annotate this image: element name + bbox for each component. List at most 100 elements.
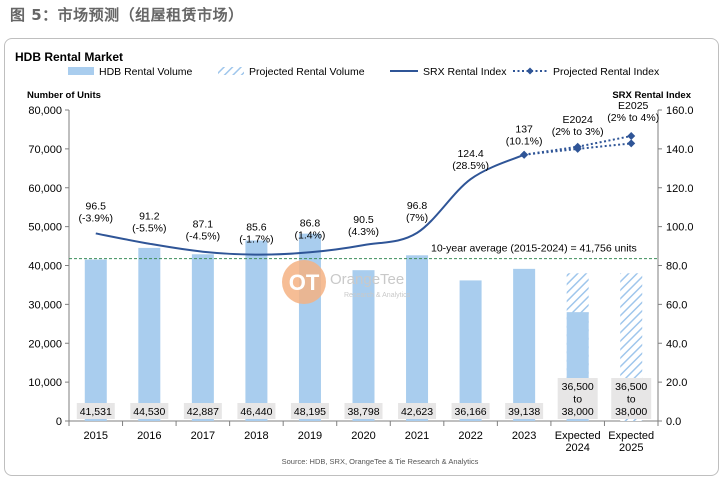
- legend-marker: [526, 67, 534, 75]
- volume-bar: [138, 247, 161, 421]
- x-tick-label: 2017: [191, 430, 215, 442]
- right-tick-label: 100.0: [666, 222, 694, 234]
- index-label: 87.1: [193, 219, 214, 231]
- watermark-brand: OrangeTee: [330, 271, 404, 288]
- legend-label: Projected Rental Index: [553, 66, 660, 78]
- x-tick-label: 2024: [565, 442, 589, 454]
- index-label: 85.6: [246, 222, 267, 234]
- source-note: Source: HDB, SRX, OrangeTee & Tie Resear…: [282, 457, 479, 466]
- volume-label: 48,195: [294, 406, 326, 418]
- index-label: (7%): [406, 212, 428, 224]
- axes: 0 10,000 20,000 30,000 40,000 50,000 60,000 70,…: [28, 105, 693, 454]
- right-tick-label: 40.0: [666, 338, 687, 350]
- index-label: (-3.9%): [79, 212, 113, 224]
- volume-label-box: [557, 378, 598, 419]
- volume-label-box: [76, 403, 115, 419]
- x-tick-label: Expected: [608, 430, 654, 442]
- x-tick-label: Expected: [555, 430, 601, 442]
- left-tick-label: 10,000: [28, 377, 62, 389]
- left-tick-label: 30,000: [28, 299, 62, 311]
- projected-index-label: E2025: [618, 100, 649, 112]
- watermark-logo: [282, 260, 326, 304]
- left-tick-label: 60,000: [28, 183, 62, 195]
- right-tick-label: 60.0: [666, 299, 687, 311]
- right-tick-label: 80.0: [666, 261, 687, 273]
- projected-index-marker: [520, 150, 529, 159]
- index-label: (-1.7%): [239, 234, 273, 246]
- volume-bar: [84, 259, 107, 421]
- legend-swatch: [68, 67, 94, 75]
- legend-label: HDB Rental Volume: [99, 66, 193, 78]
- x-tick-label: 2020: [351, 430, 375, 442]
- chart-title: HDB Rental Market: [15, 50, 123, 64]
- average-label: 10-year average (2015-2024) = 41,756 uni…: [431, 243, 637, 255]
- left-tick-label: 0: [56, 416, 62, 428]
- volume-bar: [406, 255, 429, 421]
- legend-item: SRX Rental Index: [390, 66, 507, 78]
- volume-label-box: [130, 403, 169, 419]
- legend-item: Projected Rental Index: [513, 66, 660, 78]
- x-tick-label: 2015: [84, 430, 108, 442]
- legend: HDB Rental Volume Projected Rental Volume…: [68, 66, 660, 78]
- data-labels: 96.5(-3.9%) 91.2(-5.5%) 87.1(-4.5%) 85.6(-1…: [76, 100, 659, 419]
- volume-label: 36,166: [455, 406, 487, 418]
- volume-label: 38,000: [615, 406, 647, 418]
- volume-label-box: [183, 403, 222, 419]
- volume-label-box: [344, 403, 383, 419]
- watermark-sub: Research & Analytics: [344, 292, 411, 299]
- average-line: 10-year average (2015-2024) = 41,756 uni…: [69, 243, 658, 260]
- volume-label-box: [451, 403, 490, 419]
- volume-label: 36,500: [562, 381, 594, 393]
- watermark: OT OrangeTee Research & Analytics: [282, 260, 411, 304]
- volume-label: 36,500: [615, 381, 647, 393]
- index-label: 124.4: [457, 148, 483, 160]
- volume-label-box: [290, 403, 329, 419]
- index-label: 90.5: [353, 214, 374, 226]
- hdb-rental-chart: HDB Rental Market HDB Rental Volume Proje…: [15, 50, 694, 466]
- volume-label: to: [627, 394, 636, 406]
- right-tick-label: 0.0: [666, 416, 681, 428]
- legend-item: HDB Rental Volume: [68, 66, 193, 78]
- x-tick-label: 2025: [619, 442, 643, 454]
- projected-index-marker: [573, 142, 582, 151]
- index-label: (28.5%): [452, 160, 489, 172]
- volume-label: 46,440: [240, 406, 272, 418]
- volume-label: 44,530: [133, 406, 165, 418]
- left-tick-label: 80,000: [28, 105, 62, 117]
- volume-label: 39,138: [508, 406, 540, 418]
- left-tick-label: 70,000: [28, 144, 62, 156]
- index-label: 91.2: [139, 211, 160, 223]
- x-tick-label: 2023: [512, 430, 536, 442]
- srx-index-line: [95, 153, 525, 256]
- index-label: (1.4%): [294, 229, 325, 241]
- projected-index-marker: [627, 139, 636, 148]
- left-tick-label: 40,000: [28, 261, 62, 273]
- legend-label: Projected Rental Volume: [249, 66, 365, 78]
- index-label: (10.1%): [506, 136, 543, 148]
- volume-bar: [459, 280, 482, 421]
- x-tick-label: 2021: [405, 430, 429, 442]
- x-tick-label: 2018: [244, 430, 268, 442]
- right-tick-label: 20.0: [666, 377, 687, 389]
- index-label: (-5.5%): [132, 223, 166, 235]
- index-label: 86.8: [300, 217, 321, 229]
- index-label: 96.8: [407, 200, 428, 212]
- chart-panel: HDB Rental Market HDB Rental Volume Proje…: [4, 38, 719, 476]
- volume-label: 42,887: [187, 406, 219, 418]
- volume-bar: [191, 254, 214, 421]
- volume-label-box: [505, 403, 544, 419]
- right-axis-title: SRX Rental Index: [612, 90, 691, 101]
- projected-index-label: E2024: [562, 114, 593, 126]
- watermark-logo-mark: OT: [289, 270, 320, 295]
- right-tick-label: 120.0: [666, 183, 694, 195]
- index-label: (4.3%): [348, 226, 379, 238]
- legend-swatch: [218, 67, 244, 75]
- x-tick-label: 2022: [458, 430, 482, 442]
- index-label: (-4.5%): [186, 231, 220, 243]
- index-label: 96.5: [86, 200, 107, 212]
- volume-label-box: [611, 378, 652, 419]
- rental-index-line: [95, 132, 636, 256]
- volume-label: 41,531: [80, 406, 112, 418]
- volume-label-box: [237, 403, 276, 419]
- right-tick-label: 160.0: [666, 105, 694, 117]
